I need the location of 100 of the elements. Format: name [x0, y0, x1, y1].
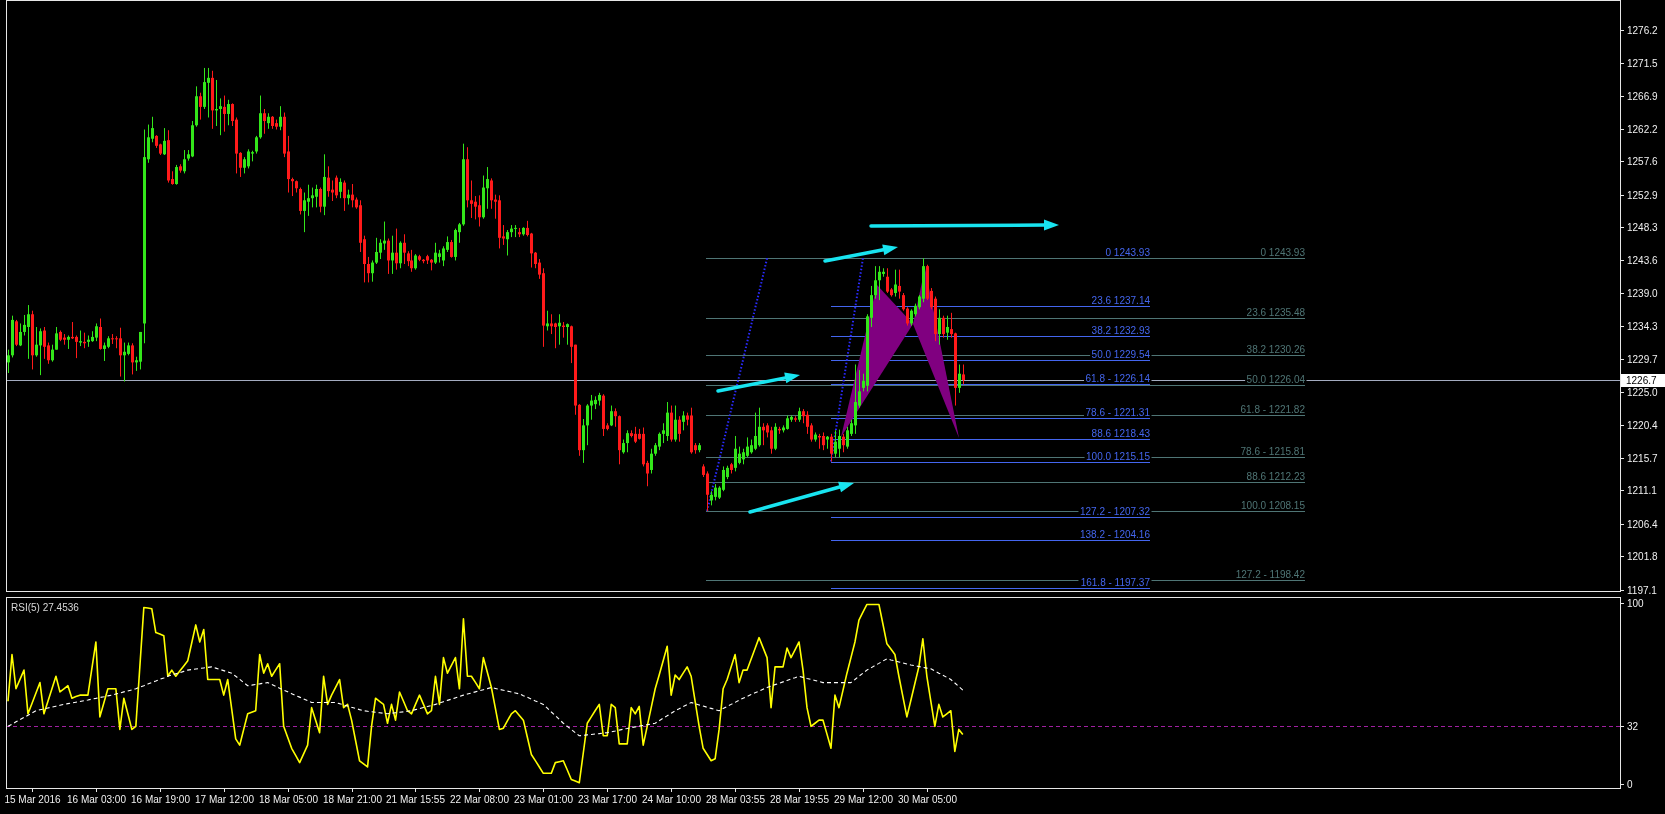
candlestick	[103, 342, 106, 362]
y-tick-label: 1197.1	[1627, 585, 1658, 596]
candlestick	[379, 238, 382, 260]
candlestick	[486, 166, 489, 210]
candlestick	[514, 224, 517, 238]
x-tick-label: 30 Mar 05:00	[898, 793, 958, 805]
candlestick	[830, 433, 833, 462]
candlestick	[87, 334, 90, 348]
x-tick-label: 28 Mar 03:55	[706, 793, 766, 805]
candlestick	[682, 410, 685, 431]
candlestick	[99, 318, 102, 351]
candlestick	[27, 304, 30, 360]
ref-line-label: 38.2 1232.93	[1091, 325, 1151, 336]
y-tick-label: 1215.7	[1627, 453, 1659, 464]
candlestick	[403, 233, 406, 265]
candlestick	[770, 426, 773, 455]
candlestick	[734, 435, 737, 472]
y-tick-label: 1201.8	[1627, 551, 1659, 562]
candlestick	[39, 327, 42, 376]
x-tick-label: 21 Mar 15:55	[386, 793, 446, 805]
candlestick	[279, 105, 282, 131]
candlestick	[375, 237, 378, 265]
line-series	[829, 257, 864, 463]
x-tick-label: 16 Mar 03:00	[67, 793, 127, 805]
ref-line-label: 50.0 1226.04	[1246, 374, 1306, 385]
candlestick	[434, 242, 437, 265]
candlestick	[962, 364, 965, 385]
candlestick	[666, 401, 669, 442]
candlestick	[19, 322, 22, 347]
candlestick	[590, 394, 593, 421]
y-tick-label: 1271.5	[1627, 58, 1659, 69]
candlestick	[678, 415, 681, 443]
y-tick-label: 32	[1627, 721, 1639, 732]
y-tick-label: 1229.7	[1627, 354, 1659, 365]
candlestick	[898, 269, 901, 300]
candlestick	[119, 327, 122, 378]
line-series	[706, 257, 769, 513]
annotation: 127.2 - 1207.32	[1079, 506, 1151, 517]
candlestick	[23, 314, 26, 336]
candlestick	[614, 407, 617, 428]
candlestick	[706, 470, 709, 512]
candlestick	[7, 349, 10, 374]
candlestick	[550, 313, 553, 335]
candlestick	[399, 240, 402, 269]
candlestick	[838, 429, 841, 458]
x-tick-label: 28 Mar 19:55	[770, 793, 830, 805]
candlestick	[854, 364, 857, 435]
line-series	[7, 603, 964, 784]
y-tick-label: 1220.4	[1627, 420, 1659, 431]
y-tick-label: 0	[1627, 779, 1633, 790]
candlestick	[43, 326, 46, 360]
x-tick-label: 23 Mar 17:00	[578, 793, 638, 805]
x-tick-label: 22 Mar 08:00	[450, 793, 510, 805]
candlestick	[846, 426, 849, 450]
candlestick	[894, 269, 897, 298]
candlestick	[586, 403, 589, 446]
x-tick-label: 29 Mar 12:00	[834, 793, 894, 805]
candlestick	[163, 127, 166, 156]
candlestick	[650, 448, 653, 475]
candlestick	[554, 322, 557, 349]
candlestick	[183, 149, 186, 174]
candlestick	[878, 265, 881, 301]
annotation: 61.8 - 1221.82	[1240, 404, 1306, 415]
ref-line-label: 23.6 1235.48	[1246, 307, 1306, 318]
candlestick	[674, 405, 677, 443]
candlestick	[774, 422, 777, 451]
candlestick	[886, 267, 889, 294]
candlestick	[938, 308, 941, 346]
y-tick-label: 100	[1627, 598, 1645, 609]
y-tick-label: 1206.4	[1627, 519, 1659, 530]
candlestick	[442, 245, 445, 267]
candlestick	[15, 319, 18, 347]
y-tick-label: 1243.6	[1627, 255, 1659, 266]
candlestick	[874, 265, 877, 300]
line-series	[7, 658, 964, 737]
y-tick-label: 1239.0	[1627, 288, 1659, 299]
candlestick	[371, 259, 374, 283]
candlestick	[566, 322, 569, 346]
candlestick	[395, 228, 398, 271]
candlestick	[958, 364, 961, 394]
candlestick	[343, 179, 346, 212]
annotation: 0 1243.93	[1105, 247, 1151, 258]
ref-line-label: 1226.7	[1626, 375, 1658, 386]
ref-line-label: 100.0 1208.15	[1241, 500, 1306, 511]
x-tick-label: 18 Mar 21:00	[323, 793, 383, 805]
ref-line-label: 88.6 1218.43	[1091, 428, 1151, 439]
candlestick	[315, 184, 318, 208]
candlestick	[478, 194, 481, 227]
annotation: 127.2 - 1198.42	[1235, 569, 1306, 580]
candlestick	[219, 97, 222, 136]
candlestick	[75, 334, 78, 359]
y-tick-label: 1211.1	[1627, 485, 1658, 496]
candlestick	[842, 433, 845, 453]
candlestick	[754, 412, 757, 451]
candlestick	[367, 256, 370, 283]
x-tick-label: 24 Mar 10:00	[642, 793, 702, 805]
annotation: 138.2 - 1204.16	[1079, 529, 1151, 540]
ref-line-label: 23.6 1237.14	[1091, 295, 1151, 306]
candlestick	[299, 187, 302, 215]
x-tick-label: 18 Mar 05:00	[259, 793, 319, 805]
